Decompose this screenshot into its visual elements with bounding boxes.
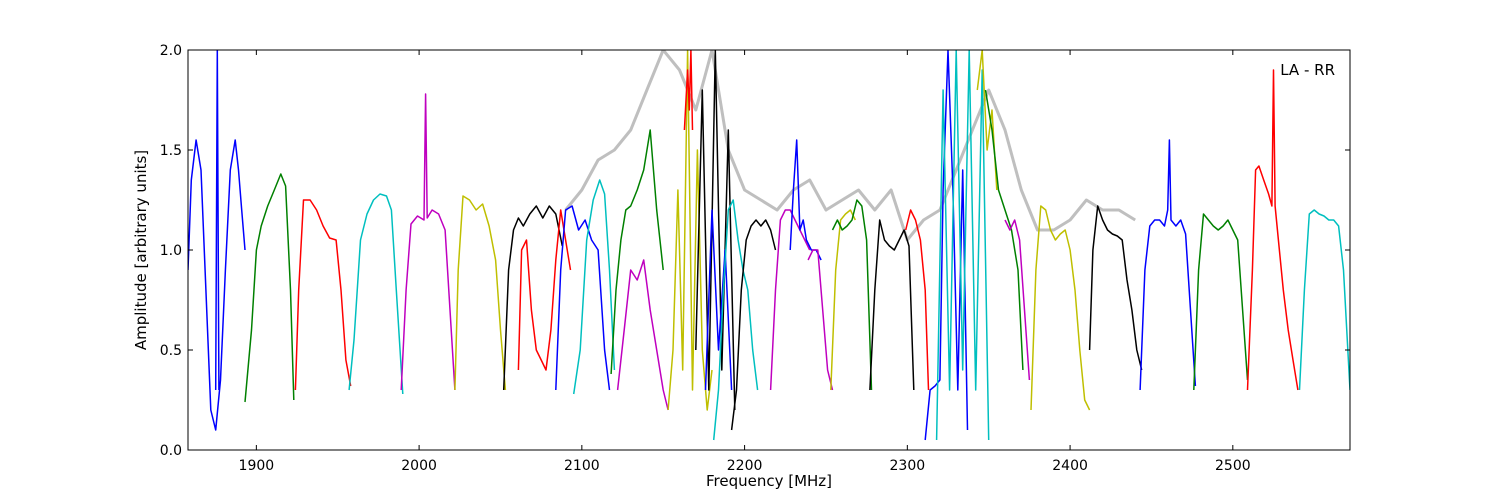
series-line-14 xyxy=(667,50,713,411)
x-tick-label: 2300 xyxy=(890,458,926,474)
y-tick-label: 1.5 xyxy=(160,143,182,159)
series-line-28 xyxy=(935,50,990,441)
y-axis-label: Amplitude [arbitrary units] xyxy=(132,150,150,350)
series-line-17 xyxy=(704,209,733,391)
axis-ticks: 1900 2000 2100 2200 2300 2400 2500 0.0 0.5 1.0 1.5… xyxy=(160,43,1350,474)
series-line-15 xyxy=(683,50,694,131)
series-line-32 xyxy=(1030,205,1091,411)
series-line-4 xyxy=(294,199,352,391)
series-line-9 xyxy=(517,209,572,371)
chart-annotation: LA - RR xyxy=(1280,61,1335,79)
series-line-2 xyxy=(214,50,220,391)
series-line-24 xyxy=(831,199,873,391)
series-line-13 xyxy=(616,259,669,411)
series-line-18 xyxy=(712,199,759,441)
plot-frame xyxy=(187,49,1351,451)
background-noise-layer xyxy=(564,50,1136,242)
x-tick-label: 2100 xyxy=(564,458,600,474)
series-line-26 xyxy=(904,209,930,391)
series-line-25 xyxy=(869,219,915,391)
series-line-10 xyxy=(555,205,611,391)
x-tick-label: 2000 xyxy=(401,458,437,474)
series-line-30 xyxy=(984,89,1024,371)
series-line-7 xyxy=(454,195,507,391)
y-tick-label: 0.5 xyxy=(160,343,182,359)
x-tick-label: 2200 xyxy=(727,458,763,474)
series-line-20 xyxy=(769,209,811,391)
x-tick-label: 2400 xyxy=(1052,458,1088,474)
series-line-36 xyxy=(1246,69,1299,391)
series-line-22 xyxy=(807,249,834,391)
series-line-31 xyxy=(1004,219,1031,381)
background-series-1 xyxy=(564,50,1136,242)
series-line-1 xyxy=(188,139,246,431)
series-line-16 xyxy=(695,50,736,411)
series-layer xyxy=(188,50,1350,441)
series-line-35 xyxy=(1193,213,1249,391)
x-tick-label: 2500 xyxy=(1215,458,1251,474)
y-tick-label: 0.0 xyxy=(160,443,182,459)
series-line-23 xyxy=(830,209,856,391)
y-tick-label: 1.0 xyxy=(160,243,182,259)
series-line-8 xyxy=(502,205,564,391)
series-line-29 xyxy=(976,50,998,191)
series-line-19 xyxy=(730,219,777,431)
x-axis-label: Frequency [MHz] xyxy=(706,472,832,490)
series-line-34 xyxy=(1139,139,1197,391)
series-line-6 xyxy=(400,93,456,391)
series-line-5 xyxy=(348,193,404,395)
series-line-33 xyxy=(1088,205,1143,371)
y-tick-label: 2.0 xyxy=(160,43,182,59)
series-line-37 xyxy=(1298,209,1350,391)
series-line-11 xyxy=(572,179,616,395)
series-line-12 xyxy=(610,129,664,375)
x-tick-label: 1900 xyxy=(239,458,275,474)
series-line-3 xyxy=(244,173,295,403)
